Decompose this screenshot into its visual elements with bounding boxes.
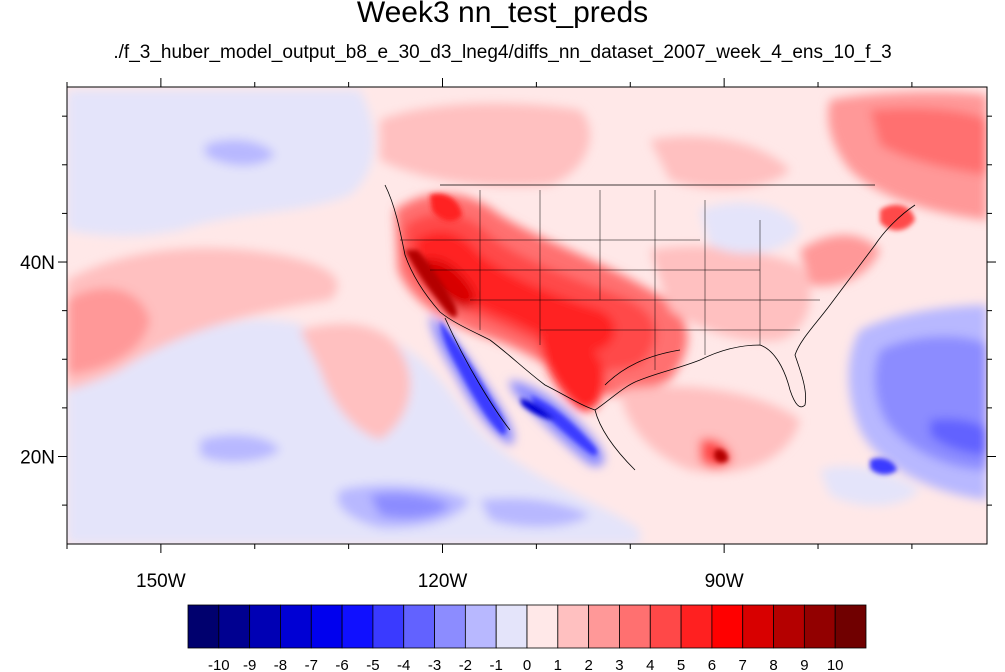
colorbar-swatch (742, 604, 774, 649)
colorbar-swatch (495, 604, 528, 649)
colorbar-label: 4 (646, 657, 654, 672)
colorbar-label: -3 (428, 657, 441, 672)
anomaly-field (67, 87, 987, 544)
lat-tick-label: 20N (20, 447, 55, 468)
colorbar-label: -1 (490, 657, 503, 672)
colorbar-label: 3 (615, 657, 623, 672)
colorbar-swatch (834, 604, 867, 649)
colorbar-swatch (280, 604, 312, 649)
colorbar-label: 0 (523, 657, 531, 672)
colorbar-swatch (803, 604, 836, 649)
state-borders (400, 190, 820, 370)
colorbar-label: 7 (739, 657, 747, 672)
map-subtitle: ./f_3_huber_model_output_b8_e_30_d3_lneg… (113, 42, 892, 63)
tick-marks (58, 78, 996, 553)
colorbar-label: 8 (769, 657, 777, 672)
colorbar-swatch (341, 604, 374, 649)
colorbar-swatch (649, 604, 682, 649)
colorbar-swatch (557, 604, 590, 649)
colorbar-label: 9 (800, 657, 808, 672)
tick-labels: 150W 120W 90W 40N 20N (20, 253, 744, 592)
colorbar-swatch (187, 604, 220, 649)
colorbar-label: -2 (459, 657, 472, 672)
colorbar-labels: -10 -9 -8 -7 -6 -5 -4 -3 -2 -1 0 1 2 3 4 5 6 7 8 9 10 (208, 657, 844, 672)
colorbar-swatch (526, 604, 559, 649)
colorbar-label: -7 (305, 657, 318, 672)
colorbar-label: -4 (397, 657, 410, 672)
colorbar-swatch (588, 604, 620, 649)
colorbar-swatch (711, 604, 744, 649)
colorbar-label: 6 (708, 657, 716, 672)
lat-tick-label: 40N (20, 253, 55, 274)
colorbar (187, 604, 867, 649)
colorbar-label: 5 (677, 657, 685, 672)
colorbar-label: 1 (554, 657, 562, 672)
colorbar-swatch (249, 604, 281, 649)
colorbar-label: -5 (366, 657, 379, 672)
colorbar-label: -6 (335, 657, 348, 672)
colorbar-label: 10 (827, 657, 844, 672)
lon-tick-label: 150W (136, 571, 186, 592)
colorbar-swatch (218, 604, 251, 649)
colorbar-swatch (403, 604, 435, 649)
coastlines (384, 184, 916, 471)
colorbar-label: 2 (584, 657, 592, 672)
colorbar-swatch (434, 604, 466, 649)
colorbar-label: -8 (274, 657, 287, 672)
lon-tick-label: 120W (418, 571, 468, 592)
lon-tick-label: 90W (705, 571, 744, 592)
colorbar-label: -9 (243, 657, 256, 672)
map-frame (66, 86, 988, 545)
colorbar-swatch (773, 604, 805, 649)
colorbar-swatch (464, 604, 497, 649)
map-title: Week3 nn_test_preds (356, 0, 649, 29)
colorbar-swatch (310, 604, 343, 649)
colorbar-swatch (372, 604, 405, 649)
colorbar-swatch (680, 604, 713, 649)
colorbar-swatch (619, 604, 651, 649)
colorbar-label: -10 (208, 657, 230, 672)
